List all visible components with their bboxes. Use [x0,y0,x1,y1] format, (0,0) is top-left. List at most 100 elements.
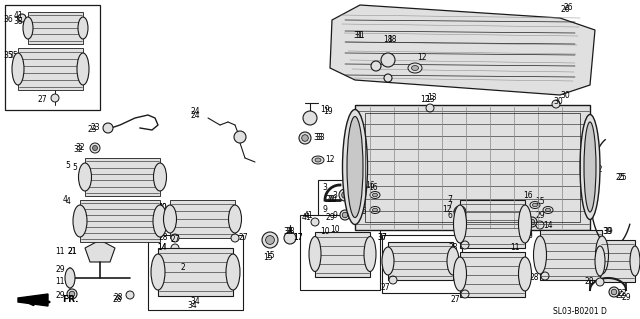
Ellipse shape [543,206,553,213]
Text: 23: 23 [90,123,100,132]
Text: 28: 28 [448,243,458,253]
Text: 3: 3 [333,190,337,199]
Text: 21: 21 [67,248,77,256]
Polygon shape [18,294,48,306]
Text: 21: 21 [67,248,77,256]
Circle shape [457,209,463,215]
Text: 29: 29 [535,211,545,220]
Ellipse shape [580,115,600,219]
Ellipse shape [587,163,593,167]
Ellipse shape [584,122,596,212]
Polygon shape [330,5,595,95]
Circle shape [529,219,535,225]
Text: 4: 4 [63,196,67,204]
Circle shape [609,287,619,297]
Text: SL03-B0201 D: SL03-B0201 D [553,308,607,316]
Ellipse shape [154,163,166,191]
Text: 27: 27 [380,284,390,293]
Text: 15: 15 [357,207,367,217]
Circle shape [454,206,466,218]
Circle shape [552,100,560,108]
Text: 28: 28 [113,293,123,302]
Ellipse shape [382,247,394,275]
Text: 6: 6 [447,256,452,264]
Text: 16: 16 [368,183,378,192]
Circle shape [381,53,395,67]
Circle shape [299,132,311,144]
Bar [18,48,83,90]
Text: 5: 5 [72,162,77,172]
Text: 20: 20 [327,196,337,204]
Text: 9: 9 [323,205,328,214]
Circle shape [598,258,606,266]
Ellipse shape [412,65,419,70]
Text: 15: 15 [263,254,273,263]
Ellipse shape [408,63,422,73]
Ellipse shape [534,236,547,274]
Text: 39: 39 [602,227,612,236]
Text: 12: 12 [442,205,452,214]
Circle shape [234,131,246,143]
Text: 38: 38 [13,18,23,26]
Text: 18: 18 [387,35,397,44]
Circle shape [93,145,97,151]
Text: 11: 11 [55,248,65,256]
Text: 24: 24 [190,108,200,116]
Ellipse shape [163,205,177,233]
Circle shape [527,217,537,227]
Text: 32: 32 [75,144,85,152]
Circle shape [461,241,469,249]
Ellipse shape [228,205,241,233]
Circle shape [103,123,113,133]
Text: 28: 28 [584,278,594,286]
Text: 19: 19 [320,106,330,115]
Ellipse shape [12,53,24,85]
Bar [315,232,370,277]
Ellipse shape [342,109,367,225]
Text: 27: 27 [238,234,248,242]
Ellipse shape [454,205,467,243]
Text: 19: 19 [323,108,333,116]
Text: 25: 25 [617,174,627,182]
Ellipse shape [518,205,531,243]
Circle shape [536,221,544,229]
Text: 35: 35 [3,50,13,60]
Text: 1: 1 [596,160,600,169]
Ellipse shape [78,17,88,39]
Text: 34: 34 [187,300,197,309]
Ellipse shape [315,158,321,162]
Text: 16: 16 [523,191,533,201]
Ellipse shape [595,236,609,274]
Text: 2: 2 [180,263,186,272]
Ellipse shape [584,160,596,169]
Text: 7: 7 [447,196,452,204]
Circle shape [541,272,549,280]
Circle shape [339,189,351,201]
Circle shape [90,143,100,153]
Text: 9: 9 [333,211,337,219]
Bar [355,105,590,230]
Text: 22: 22 [617,290,627,299]
Circle shape [231,234,239,242]
Text: 12: 12 [420,95,429,105]
Text: 33: 33 [315,133,325,143]
Text: 15: 15 [535,197,545,206]
Text: 41: 41 [303,211,313,220]
Ellipse shape [530,202,540,209]
Text: 22: 22 [615,291,625,300]
Text: 40: 40 [157,204,167,212]
Ellipse shape [454,257,467,291]
Text: 27: 27 [450,295,460,305]
Ellipse shape [77,53,89,85]
Text: 24: 24 [190,110,200,120]
Text: 35: 35 [8,50,18,60]
Bar [80,200,160,242]
Text: FR.: FR. [62,295,79,305]
Text: 8: 8 [527,231,532,240]
Text: 36: 36 [3,16,13,25]
Text: 2: 2 [178,263,182,272]
Polygon shape [85,240,115,262]
Ellipse shape [370,191,380,198]
Text: 28: 28 [529,273,539,283]
Circle shape [342,192,348,198]
